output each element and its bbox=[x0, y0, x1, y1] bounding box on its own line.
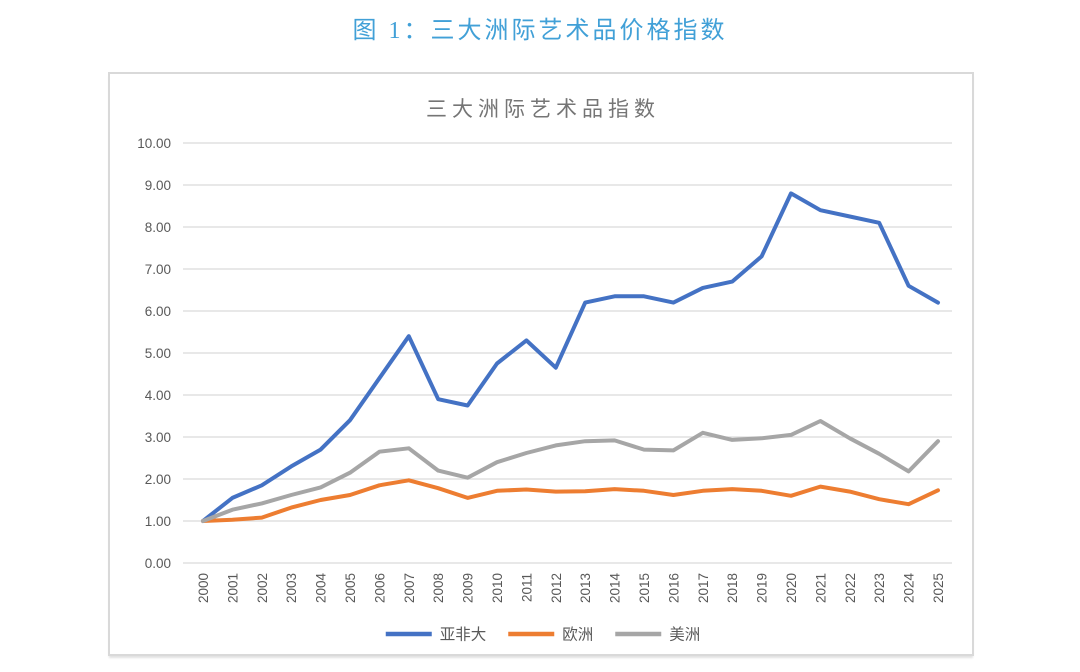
svg-text:2002: 2002 bbox=[255, 573, 270, 603]
svg-text:2017: 2017 bbox=[696, 573, 711, 603]
svg-text:0.00: 0.00 bbox=[145, 556, 171, 571]
svg-text:2023: 2023 bbox=[872, 573, 887, 603]
svg-text:2018: 2018 bbox=[725, 573, 740, 603]
svg-text:2000: 2000 bbox=[196, 573, 211, 603]
legend-item-0: 亚非大 bbox=[385, 626, 487, 644]
svg-text:10.00: 10.00 bbox=[137, 136, 171, 151]
series-line-0 bbox=[201, 191, 940, 523]
figure-caption: 图 1：三大洲际艺术品价格指数 bbox=[352, 18, 728, 44]
svg-text:2004: 2004 bbox=[314, 573, 329, 604]
svg-text:2016: 2016 bbox=[666, 573, 681, 603]
chart-frame: 三大洲际艺术品指数 0.00 1.00 2.00 3.00 4.00 5.00 6.00 7.0… bbox=[108, 72, 974, 656]
svg-text:2010: 2010 bbox=[490, 573, 505, 603]
svg-text:2019: 2019 bbox=[755, 573, 770, 603]
svg-text:9.00: 9.00 bbox=[145, 178, 171, 193]
chart-title: 三大洲际艺术品指数 bbox=[426, 98, 660, 121]
svg-text:2011: 2011 bbox=[519, 573, 534, 602]
x-axis-labels: 2000 2001 2002 2003 2004 2005 2006 2007 2008 2009… bbox=[196, 573, 946, 604]
svg-text:2007: 2007 bbox=[402, 573, 417, 603]
svg-text:2006: 2006 bbox=[372, 573, 387, 603]
svg-text:2012: 2012 bbox=[549, 573, 564, 603]
svg-text:5.00: 5.00 bbox=[145, 346, 171, 361]
chart-legend: 亚非大 欧洲 美洲 bbox=[385, 626, 700, 644]
svg-text:7.00: 7.00 bbox=[145, 262, 171, 277]
svg-text:2013: 2013 bbox=[578, 573, 593, 603]
svg-text:3.00: 3.00 bbox=[145, 430, 171, 445]
svg-text:6.00: 6.00 bbox=[145, 304, 171, 319]
svg-text:2024: 2024 bbox=[902, 573, 917, 604]
svg-text:2022: 2022 bbox=[843, 573, 858, 603]
svg-text:2009: 2009 bbox=[461, 573, 476, 603]
series-line-1 bbox=[201, 478, 940, 523]
legend-item-2: 美洲 bbox=[615, 626, 700, 644]
chart-gridlines bbox=[183, 142, 952, 564]
art-price-index-line-chart: 三大洲际艺术品指数 0.00 1.00 2.00 3.00 4.00 5.00 6.00 7.0… bbox=[137, 98, 952, 644]
svg-text:2008: 2008 bbox=[431, 573, 446, 603]
svg-text:2005: 2005 bbox=[343, 573, 358, 603]
svg-text:1.00: 1.00 bbox=[145, 514, 171, 529]
legend-label: 亚非大 bbox=[440, 626, 487, 644]
y-axis-labels: 0.00 1.00 2.00 3.00 4.00 5.00 6.00 7.00 8.00 9.00… bbox=[137, 136, 171, 571]
svg-text:2.00: 2.00 bbox=[145, 472, 171, 487]
svg-text:2015: 2015 bbox=[637, 573, 652, 603]
legend-label: 美洲 bbox=[669, 626, 700, 644]
svg-text:2014: 2014 bbox=[608, 573, 623, 604]
svg-text:2021: 2021 bbox=[813, 573, 828, 603]
svg-text:2003: 2003 bbox=[284, 573, 299, 603]
legend-label: 欧洲 bbox=[562, 626, 593, 644]
svg-text:4.00: 4.00 bbox=[145, 388, 171, 403]
series-line-2 bbox=[201, 419, 940, 523]
legend-item-1: 欧洲 bbox=[508, 626, 593, 644]
svg-text:2020: 2020 bbox=[784, 573, 799, 603]
svg-text:8.00: 8.00 bbox=[145, 220, 171, 235]
svg-text:2025: 2025 bbox=[931, 573, 946, 603]
svg-text:2001: 2001 bbox=[225, 573, 240, 603]
